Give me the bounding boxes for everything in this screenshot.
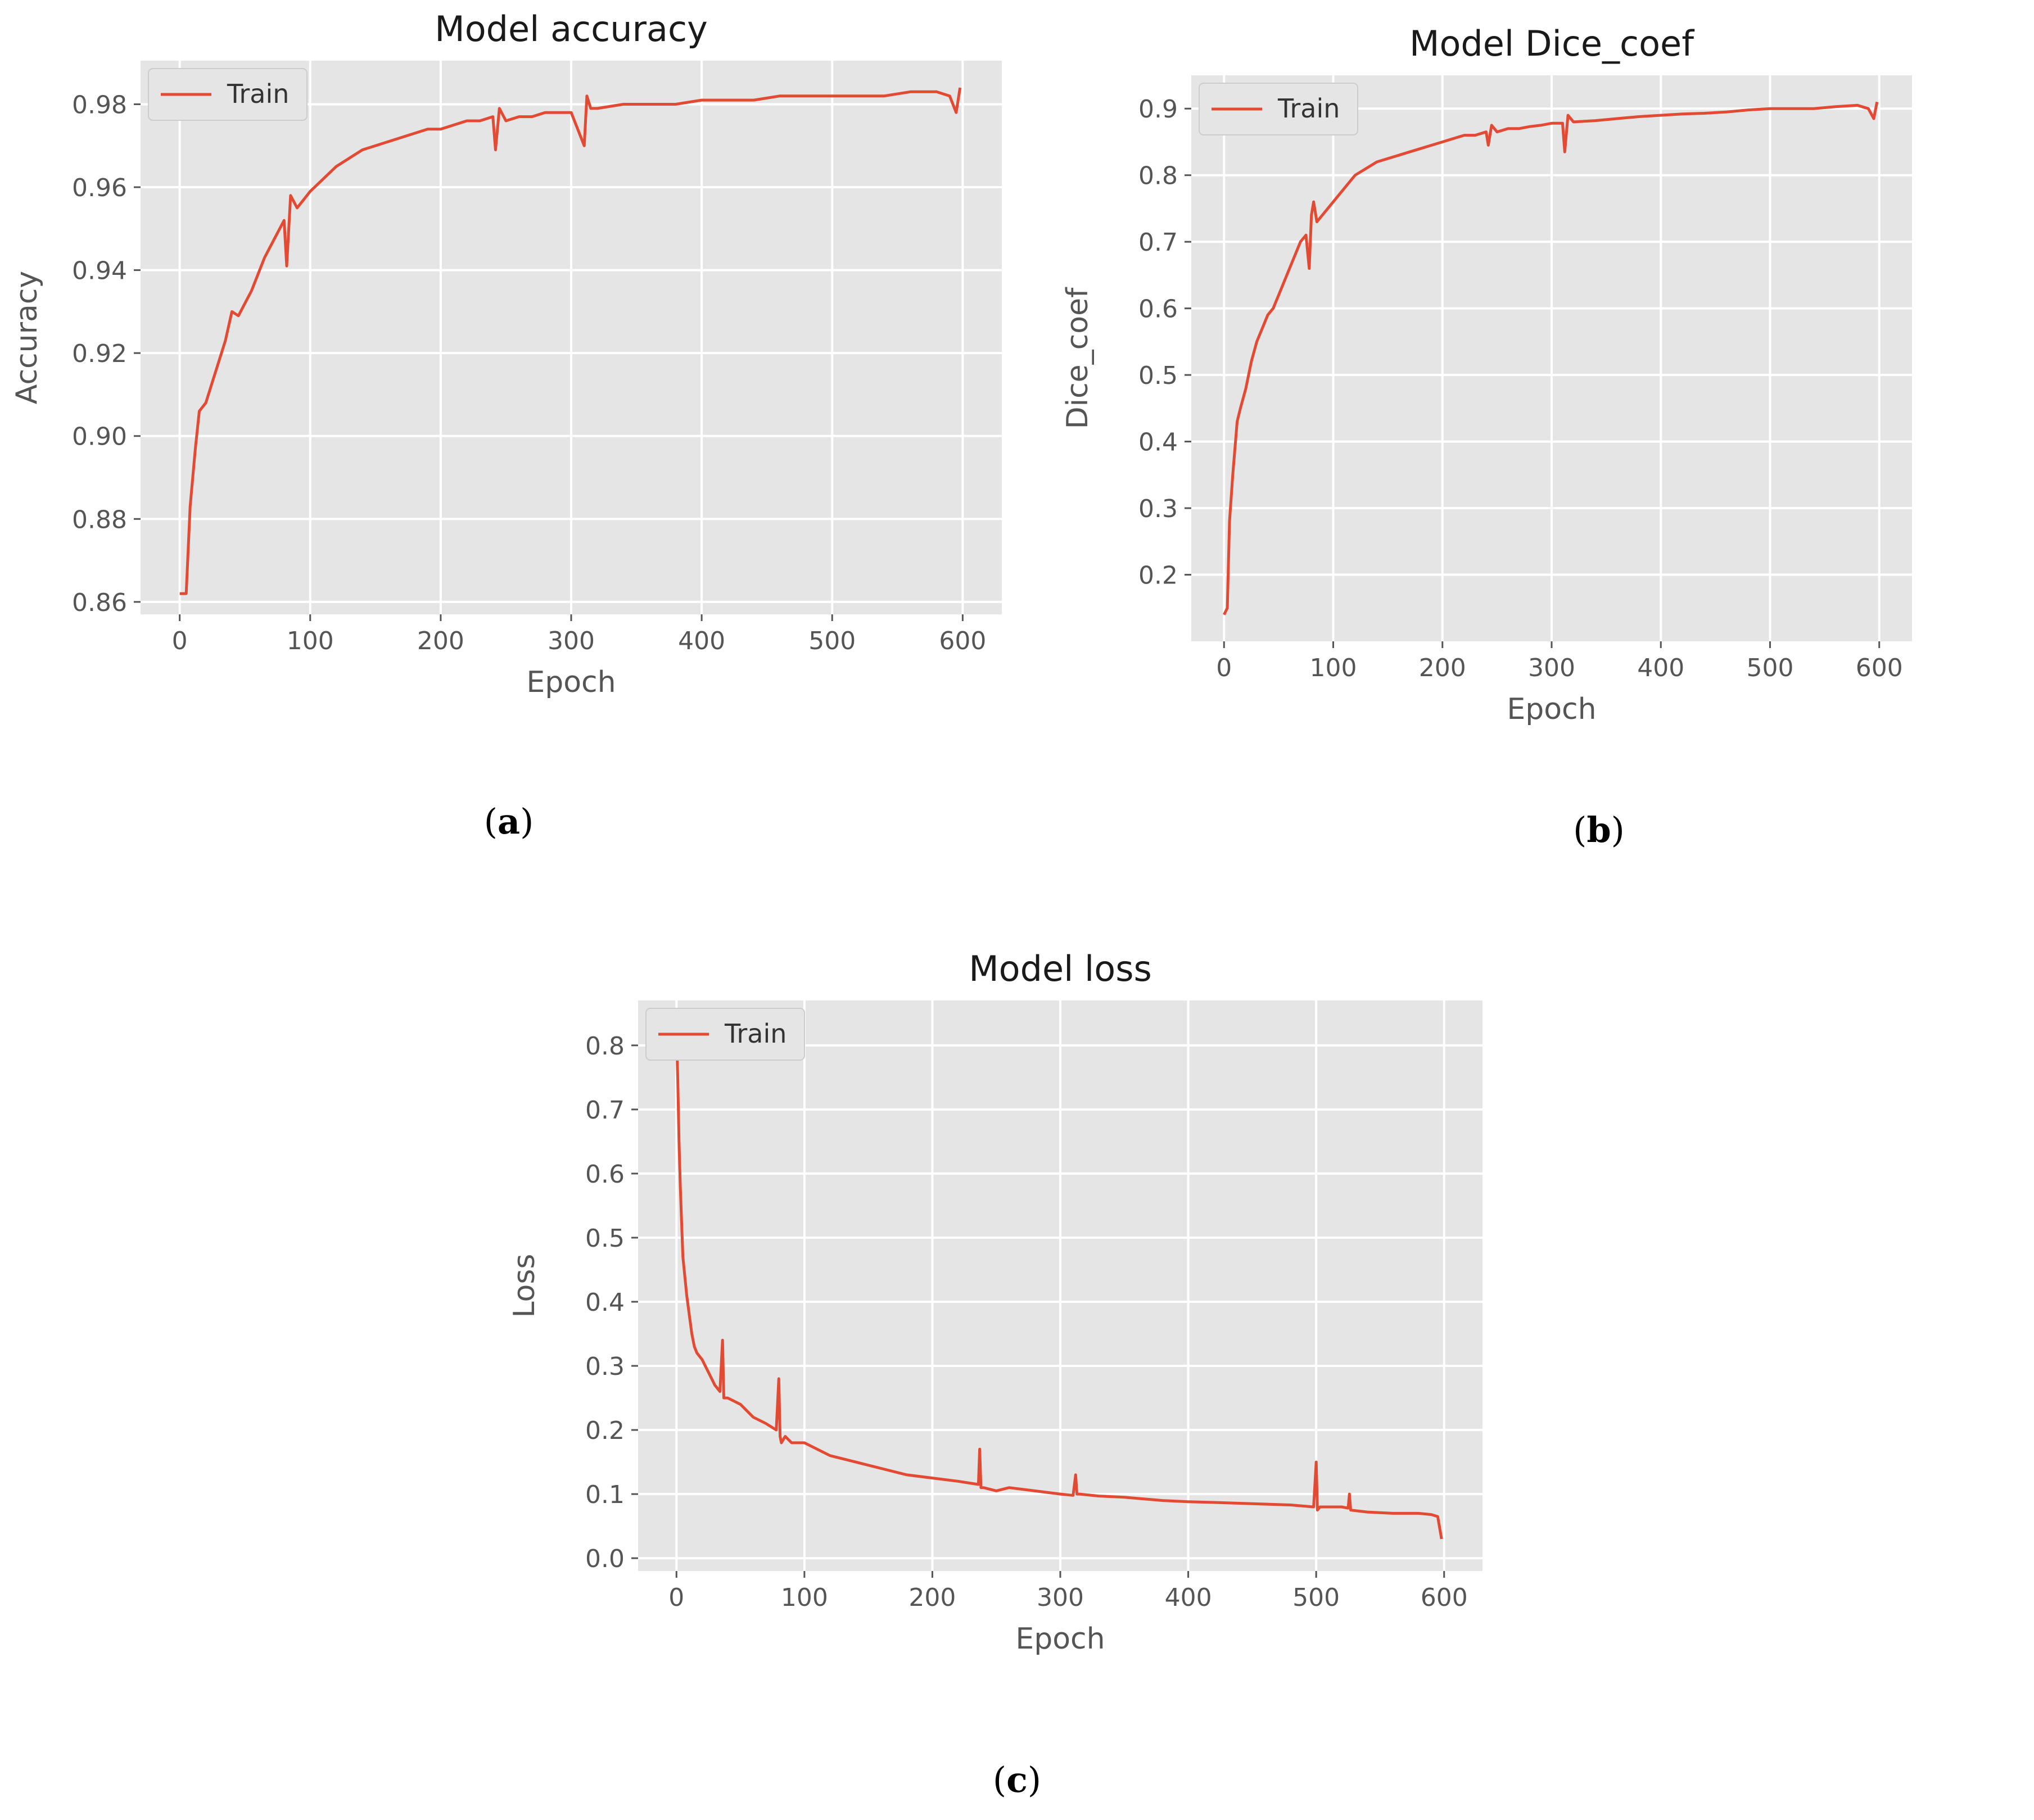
y-tick-label: 0.6 bbox=[1138, 295, 1178, 324]
caption-b: (b) bbox=[1573, 809, 1625, 850]
y-tick-label: 0.0 bbox=[585, 1545, 625, 1573]
x-tick-label: 300 bbox=[548, 627, 595, 655]
x-tick-label: 100 bbox=[781, 1583, 828, 1612]
y-tick-label: 0.9 bbox=[1138, 95, 1178, 124]
chart-panel-accuracy: 0 100 200 300 400 500 600 0.86 0.88 0.90 0.92 0.94 0… bbox=[0, 0, 1017, 877]
y-tick-label: 0.1 bbox=[585, 1481, 625, 1509]
y-tick-label: 0.4 bbox=[1138, 428, 1178, 457]
x-tick-label: 0 bbox=[172, 627, 188, 655]
x-tick-label: 0 bbox=[1216, 654, 1232, 682]
chart-loss: 0 100 200 300 400 500 600 0.0 0.1 0.2 0.3 0.4 0.5 0.6… bbox=[508, 948, 1482, 1656]
x-tick-label: 400 bbox=[678, 627, 725, 655]
y-tick-label: 0.86 bbox=[72, 588, 127, 617]
caption-a: (a) bbox=[483, 801, 534, 842]
y-tick-label: 0.96 bbox=[72, 174, 127, 202]
y-tick-label: 0.98 bbox=[72, 90, 127, 119]
x-tick-label: 500 bbox=[808, 627, 856, 655]
y-tick-label: 0.2 bbox=[585, 1416, 625, 1445]
x-tick-label: 200 bbox=[417, 627, 464, 655]
x-tick-label: 600 bbox=[1421, 1583, 1468, 1612]
x-tick-label: 400 bbox=[1165, 1583, 1212, 1612]
x-tick-label: 600 bbox=[1856, 654, 1903, 682]
series-line-train bbox=[675, 1032, 1443, 1540]
chart-accuracy: 0 100 200 300 400 500 600 0.86 0.88 0.90 0.92 0.94 0… bbox=[10, 8, 1002, 699]
caption-c: (c) bbox=[992, 1759, 1042, 1800]
chart-title: Model loss bbox=[969, 948, 1152, 989]
y-tick-label: 0.8 bbox=[585, 1032, 625, 1061]
series-line-train bbox=[179, 87, 962, 595]
x-tick-label: 400 bbox=[1637, 654, 1684, 682]
legend-box bbox=[148, 68, 308, 121]
legend-box bbox=[645, 1008, 805, 1061]
x-tick-label: 500 bbox=[1746, 654, 1793, 682]
y-tick-label: 0.90 bbox=[72, 423, 127, 451]
y-tick-label: 0.8 bbox=[1138, 162, 1178, 191]
x-tick-label: 300 bbox=[1037, 1583, 1084, 1612]
y-tick-label: 0.7 bbox=[585, 1096, 625, 1125]
x-axis-label: Epoch bbox=[1015, 1622, 1105, 1656]
y-tick-label: 0.92 bbox=[72, 339, 127, 368]
chart-dice-coef: 0 100 200 300 400 500 600 0.2 0.3 0.4 0.5 0.6 0.7 0.8… bbox=[1061, 23, 1912, 726]
y-tick-label: 0.5 bbox=[585, 1224, 625, 1253]
y-tick-label: 0.4 bbox=[585, 1288, 625, 1317]
y-tick-label: 0.2 bbox=[1138, 562, 1178, 590]
y-tick-label: 0.6 bbox=[585, 1160, 625, 1189]
x-tick-label: 500 bbox=[1292, 1583, 1340, 1612]
y-axis-label: Loss bbox=[508, 1253, 541, 1318]
legend-label: Train bbox=[724, 1018, 787, 1049]
legend-box bbox=[1199, 83, 1358, 135]
x-axis-label: Epoch bbox=[526, 665, 616, 699]
x-tick-label: 600 bbox=[939, 627, 986, 655]
x-axis-label: Epoch bbox=[1507, 692, 1596, 726]
chart-panel-loss: 0 100 200 300 400 500 600 0.0 0.1 0.2 0.3 0.4 0.5 0.6… bbox=[0, 944, 2034, 1820]
chart-title: Model Dice_coef bbox=[1409, 23, 1695, 64]
x-tick-label: 100 bbox=[1310, 654, 1357, 682]
series-line-train bbox=[1223, 101, 1879, 615]
y-axis-label: Dice_coef bbox=[1061, 287, 1095, 429]
chart-panel-dice: 0 100 200 300 400 500 600 0.2 0.3 0.4 0.5 0.6 0.7 0.8… bbox=[1017, 0, 2034, 877]
x-tick-label: 200 bbox=[908, 1583, 956, 1612]
chart-title: Model accuracy bbox=[435, 8, 708, 49]
y-tick-label: 0.5 bbox=[1138, 361, 1178, 390]
x-tick-label: 0 bbox=[668, 1583, 684, 1612]
legend-label: Train bbox=[227, 79, 289, 109]
y-tick-label: 0.3 bbox=[585, 1352, 625, 1381]
y-tick-label: 0.7 bbox=[1138, 228, 1178, 257]
y-tick-label: 0.3 bbox=[1138, 495, 1178, 523]
x-tick-label: 100 bbox=[287, 627, 334, 655]
y-axis-label: Accuracy bbox=[10, 271, 44, 404]
x-tick-label: 300 bbox=[1528, 654, 1575, 682]
legend-label: Train bbox=[1277, 93, 1340, 124]
y-tick-label: 0.88 bbox=[72, 505, 127, 534]
y-tick-label: 0.94 bbox=[72, 257, 127, 286]
x-tick-label: 200 bbox=[1419, 654, 1466, 682]
